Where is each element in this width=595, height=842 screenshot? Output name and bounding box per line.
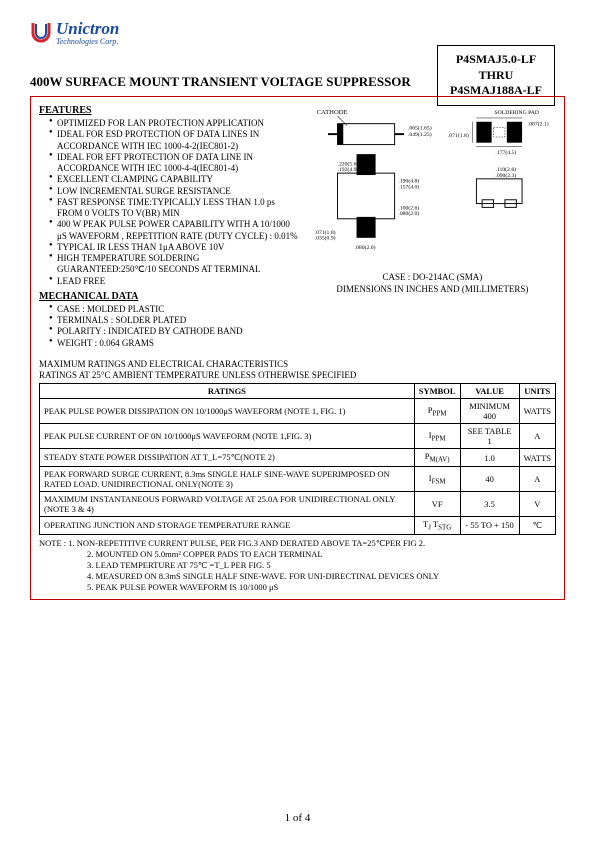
cell: PEAK PULSE CURRENT OF 0N 10/1000μS WAVEF… bbox=[40, 424, 415, 449]
col-ratings: RATINGS bbox=[40, 384, 415, 399]
cell: OPERATING JUNCTION AND STORAGE TEMPERATU… bbox=[40, 517, 415, 535]
cell: - 55 TO + 150 bbox=[460, 517, 519, 535]
table-row: STEADY STATE POWER DISSIPATION AT T_L=75… bbox=[40, 449, 556, 467]
cell: PPPM bbox=[414, 399, 460, 424]
dim-label: .090(2.3) bbox=[495, 172, 516, 179]
list-item: IDEAL FOR EFT PROTECTION OF DATA LINE IN… bbox=[49, 152, 299, 175]
dim-label: .192(4.9) bbox=[337, 166, 358, 173]
cell: 3.5 bbox=[460, 492, 519, 517]
list-item: TERMINALS : SOLDER PLATED bbox=[49, 315, 299, 326]
package-diagram: CATHODE .065(1.65) .049(1.25) SOLDERING … bbox=[309, 103, 556, 268]
cell: ℃ bbox=[519, 517, 555, 535]
cell: TJ TSTG bbox=[414, 517, 460, 535]
table-row: PEAK PULSE POWER DISSIPATION ON 10/1000μ… bbox=[40, 399, 556, 424]
cell: V bbox=[519, 492, 555, 517]
logo-icon bbox=[30, 21, 52, 45]
cell: STEADY STATE POWER DISSIPATION AT T_L=75… bbox=[40, 449, 415, 467]
cell: PEAK FORWARD SURGE CURRENT, 8.3ms SINGLE… bbox=[40, 467, 415, 492]
list-item: CASE : MOLDED PLASTIC bbox=[49, 304, 299, 315]
dim-label: .087(2.1) bbox=[527, 121, 548, 128]
list-item: WEIGHT : 0.064 GRAMS bbox=[49, 338, 299, 349]
note-item: 5. PEAK PULSE POWER WAVEFORM IS 10/1000 … bbox=[39, 582, 556, 593]
col-value: VALUE bbox=[460, 384, 519, 399]
logo-name: Unictron bbox=[56, 20, 119, 37]
mechanical-heading: MECHANICAL DATA bbox=[39, 291, 299, 302]
cell: A bbox=[519, 467, 555, 492]
dim-label: .065(1.65) bbox=[408, 124, 432, 131]
note-item: 2. MOUNTED ON 5.0mm² COPPER PADS TO EACH… bbox=[39, 549, 556, 560]
table-header-row: RATINGS SYMBOL VALUE UNITS bbox=[40, 384, 556, 399]
cell: WATTS bbox=[519, 449, 555, 467]
table-row: PEAK PULSE CURRENT OF 0N 10/1000μS WAVEF… bbox=[40, 424, 556, 449]
list-item: HIGH TEMPERATURE SOLDERING GUARANTEED:25… bbox=[49, 253, 299, 276]
list-item: POLARITY : INDICATED BY CATHODE BAND bbox=[49, 326, 299, 337]
cell: SEE TABLE 1 bbox=[460, 424, 519, 449]
dim-label: .049(1.25) bbox=[408, 131, 432, 138]
features-list: OPTIMIZED FOR LAN PROTECTION APPLICATION… bbox=[39, 118, 299, 287]
logo-subtitle: Technologies Corp. bbox=[56, 37, 119, 46]
logo: Unictron Technologies Corp. bbox=[30, 20, 565, 46]
page-number: 1 of 4 bbox=[0, 812, 595, 824]
list-item: EXCELLENT CLAMPING CAPABILITY bbox=[49, 174, 299, 185]
table-row: MAXIMUM INSTANTANEOUS FORWARD VOLTAGE AT… bbox=[40, 492, 556, 517]
cell: PM(AV) bbox=[414, 449, 460, 467]
list-item: LEAD FREE bbox=[49, 276, 299, 287]
note-item: 4. MEASURED ON 8.3mS SINGLE HALF SINE-WA… bbox=[39, 571, 556, 582]
ratings-table: RATINGS SYMBOL VALUE UNITS PEAK PULSE PO… bbox=[39, 383, 556, 534]
package-caption-1: CASE : DO-214AC (SMA) bbox=[309, 272, 556, 284]
cell: 40 bbox=[460, 467, 519, 492]
note-item: 1. NON-REPETITIVE CURRENT PULSE, PER FIG… bbox=[68, 538, 425, 548]
list-item: OPTIMIZED FOR LAN PROTECTION APPLICATION bbox=[49, 118, 299, 129]
ratings-title-1: MAXIMUM RATINGS AND ELECTRICAL CHARACTER… bbox=[39, 359, 556, 370]
dim-label: .080(2.0) bbox=[354, 244, 375, 251]
col-symbol: SYMBOL bbox=[414, 384, 460, 399]
note-item: 3. LEAD TEMPERTURE AT 75℃ =T_L PER FIG. … bbox=[39, 560, 556, 571]
dim-label: .080(2.0) bbox=[398, 210, 419, 217]
list-item: LOW INCREMENTAL SURGE RESISTANCE bbox=[49, 186, 299, 197]
pad-label: SOLDERING PAD bbox=[494, 110, 539, 116]
dim-label: .157(4.0) bbox=[398, 183, 419, 190]
cell: MINIMUM 400 bbox=[460, 399, 519, 424]
dim-label: .035(0.9) bbox=[314, 235, 335, 242]
col-units: UNITS bbox=[519, 384, 555, 399]
table-row: PEAK FORWARD SURGE CURRENT, 8.3ms SINGLE… bbox=[40, 467, 556, 492]
ratings-title-2: RATINGS AT 25°C AMBIENT TEMPERATURE UNLE… bbox=[39, 370, 556, 381]
list-item: 400 W PEAK PULSE POWER CAPABILITY WITH A… bbox=[49, 219, 299, 242]
part-line2: THRU bbox=[450, 68, 542, 84]
cell: MAXIMUM INSTANTANEOUS FORWARD VOLTAGE AT… bbox=[40, 492, 415, 517]
cell: IFSM bbox=[414, 467, 460, 492]
package-caption-2: DIMENSIONS IN INCHES AND (MILLIMETERS) bbox=[309, 284, 556, 296]
part-line1: P4SMAJ5.0-LF bbox=[450, 52, 542, 68]
features-heading: FEATURES bbox=[39, 105, 299, 116]
cathode-label: CATHODE bbox=[316, 109, 347, 116]
list-item: IDEAL FOR ESD PROTECTION OF DATA LINES I… bbox=[49, 129, 299, 152]
list-item: FAST RESPONSE TIME:TYPICALLY LESS THAN 1… bbox=[49, 197, 299, 220]
spec-container: FEATURES OPTIMIZED FOR LAN PROTECTION AP… bbox=[30, 96, 565, 600]
cell: VF bbox=[414, 492, 460, 517]
notes-lead: NOTE : bbox=[39, 538, 66, 548]
cell: IPPM bbox=[414, 424, 460, 449]
mechanical-list: CASE : MOLDED PLASTIC TERMINALS : SOLDER… bbox=[39, 304, 299, 349]
table-row: OPERATING JUNCTION AND STORAGE TEMPERATU… bbox=[40, 517, 556, 535]
cell: PEAK PULSE POWER DISSIPATION ON 10/1000μ… bbox=[40, 399, 415, 424]
cell: 1.0 bbox=[460, 449, 519, 467]
list-item: TYPICAL IR LESS THAN 1μA ABOVE 10V bbox=[49, 242, 299, 253]
dim-label: .177(4.5) bbox=[495, 149, 516, 156]
notes-block: NOTE : 1. NON-REPETITIVE CURRENT PULSE, … bbox=[39, 538, 556, 593]
cell: A bbox=[519, 424, 555, 449]
cell: WATTS bbox=[519, 399, 555, 424]
dim-label: .071(1.8) bbox=[448, 132, 469, 139]
